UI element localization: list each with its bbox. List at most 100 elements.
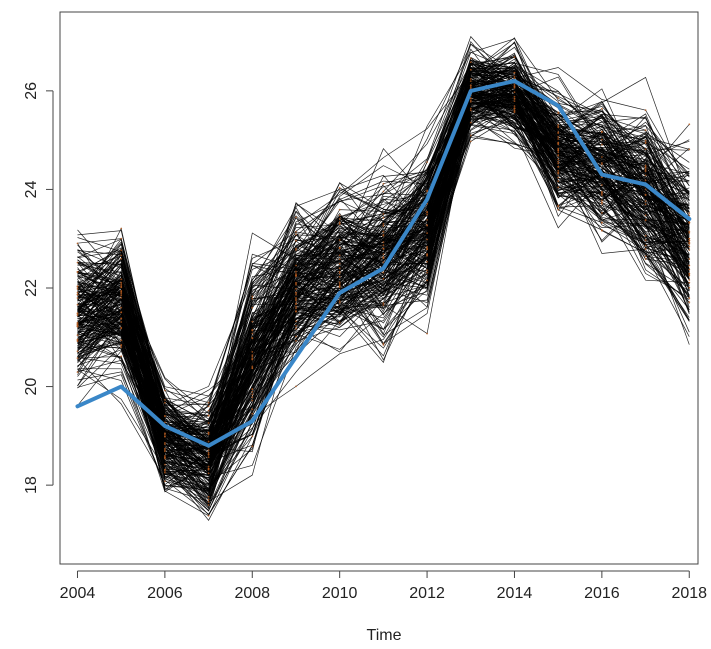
simulated-line [77, 81, 690, 457]
simulated-line [77, 114, 690, 486]
highlight-point [688, 258, 691, 260]
highlight-point [557, 136, 560, 138]
highlight-point [251, 328, 254, 331]
highlight-point [469, 84, 472, 86]
plot-frame [59, 11, 699, 565]
highlight-point [382, 223, 385, 225]
x-tick-label: 2010 [322, 585, 358, 602]
highlight-point [426, 254, 428, 257]
highlight-point [601, 143, 603, 146]
highlight-point [426, 245, 428, 248]
highlight-point [251, 295, 254, 298]
highlight-point [207, 414, 210, 417]
highlight-point [164, 450, 166, 453]
highlight-point [557, 126, 560, 129]
highlight-point [76, 338, 79, 341]
highlight-point [251, 337, 254, 340]
highlight-point [164, 389, 166, 392]
highlight-point [469, 99, 472, 102]
highlight-point [207, 409, 210, 412]
highlight-point [426, 210, 428, 213]
highlight-point [164, 463, 166, 466]
y-axis: 18 20 22 24 26 [23, 82, 54, 494]
simulated-line [77, 80, 690, 453]
simulated-line [77, 83, 690, 491]
highlight-point [120, 355, 123, 358]
highlight-point [338, 214, 341, 217]
highlight-point [76, 288, 79, 290]
highlight-point [164, 455, 166, 457]
x-axis: 2004 2006 2008 2010 2012 2014 2016 2018 [60, 570, 707, 602]
highlight-point [688, 279, 691, 281]
highlight-point [120, 227, 123, 230]
highlight-point [557, 204, 560, 207]
highlight-point [644, 219, 647, 221]
highlight-point [164, 471, 166, 474]
highlight-point [251, 355, 254, 358]
highlight-point [120, 339, 123, 342]
highlight-point [207, 433, 210, 436]
highlight-point [426, 260, 428, 263]
highlight-point [688, 274, 691, 277]
highlight-point [338, 223, 341, 226]
highlight-point [382, 247, 385, 250]
highlight-point [76, 325, 79, 328]
highlight-point [557, 151, 560, 154]
highlight-point [557, 124, 560, 126]
highlight-point [601, 201, 603, 204]
highlight-point [557, 169, 560, 172]
simulated-line [77, 82, 690, 464]
highlight-point [120, 294, 123, 297]
highlight-point [557, 138, 560, 140]
highlight-point [601, 190, 603, 193]
highlight-point [207, 465, 210, 468]
simulated-line [77, 67, 690, 444]
simulated-line [77, 67, 690, 472]
simulated-line [77, 90, 690, 506]
highlight-point [644, 148, 647, 151]
highlight-point [338, 247, 341, 250]
highlight-point [688, 264, 691, 267]
highlight-point [688, 301, 691, 303]
highlight-point [513, 77, 516, 79]
highlight-point [251, 320, 254, 323]
highlight-point [120, 290, 123, 292]
highlight-point [76, 350, 79, 353]
highlight-point [469, 134, 472, 137]
highlight-point [295, 385, 297, 388]
highlight-point [688, 249, 691, 251]
simulated-line [77, 83, 690, 461]
highlight-point [295, 305, 297, 308]
mean-series [75, 79, 692, 448]
highlight-point [76, 323, 79, 326]
highlight-point [688, 123, 691, 126]
highlight-point [557, 208, 560, 211]
highlight-point [295, 320, 297, 323]
highlight-point [164, 443, 166, 446]
highlight-point [251, 332, 254, 335]
mean-line [75, 79, 692, 448]
highlight-point [557, 132, 560, 135]
highlight-point [120, 326, 123, 329]
highlight-point [469, 68, 472, 71]
highlight-point [338, 262, 341, 265]
highlight-point [207, 514, 210, 517]
highlight-point [382, 261, 385, 263]
highlight-point [557, 112, 560, 115]
highlight-point [513, 95, 516, 98]
highlight-point [338, 321, 341, 324]
highlight-point [120, 292, 123, 295]
highlight-point [688, 232, 691, 234]
highlight-point [338, 275, 341, 278]
highlight-point [513, 97, 516, 100]
highlight-point [513, 111, 516, 114]
simulated-line [77, 42, 690, 433]
highlight-point [601, 156, 603, 158]
highlight-point [207, 451, 210, 454]
highlight-point [295, 307, 297, 310]
highlight-point [120, 344, 123, 347]
highlight-point [295, 273, 297, 275]
highlight-point [382, 277, 385, 280]
highlight-point [338, 187, 341, 189]
highlight-point [644, 200, 647, 203]
